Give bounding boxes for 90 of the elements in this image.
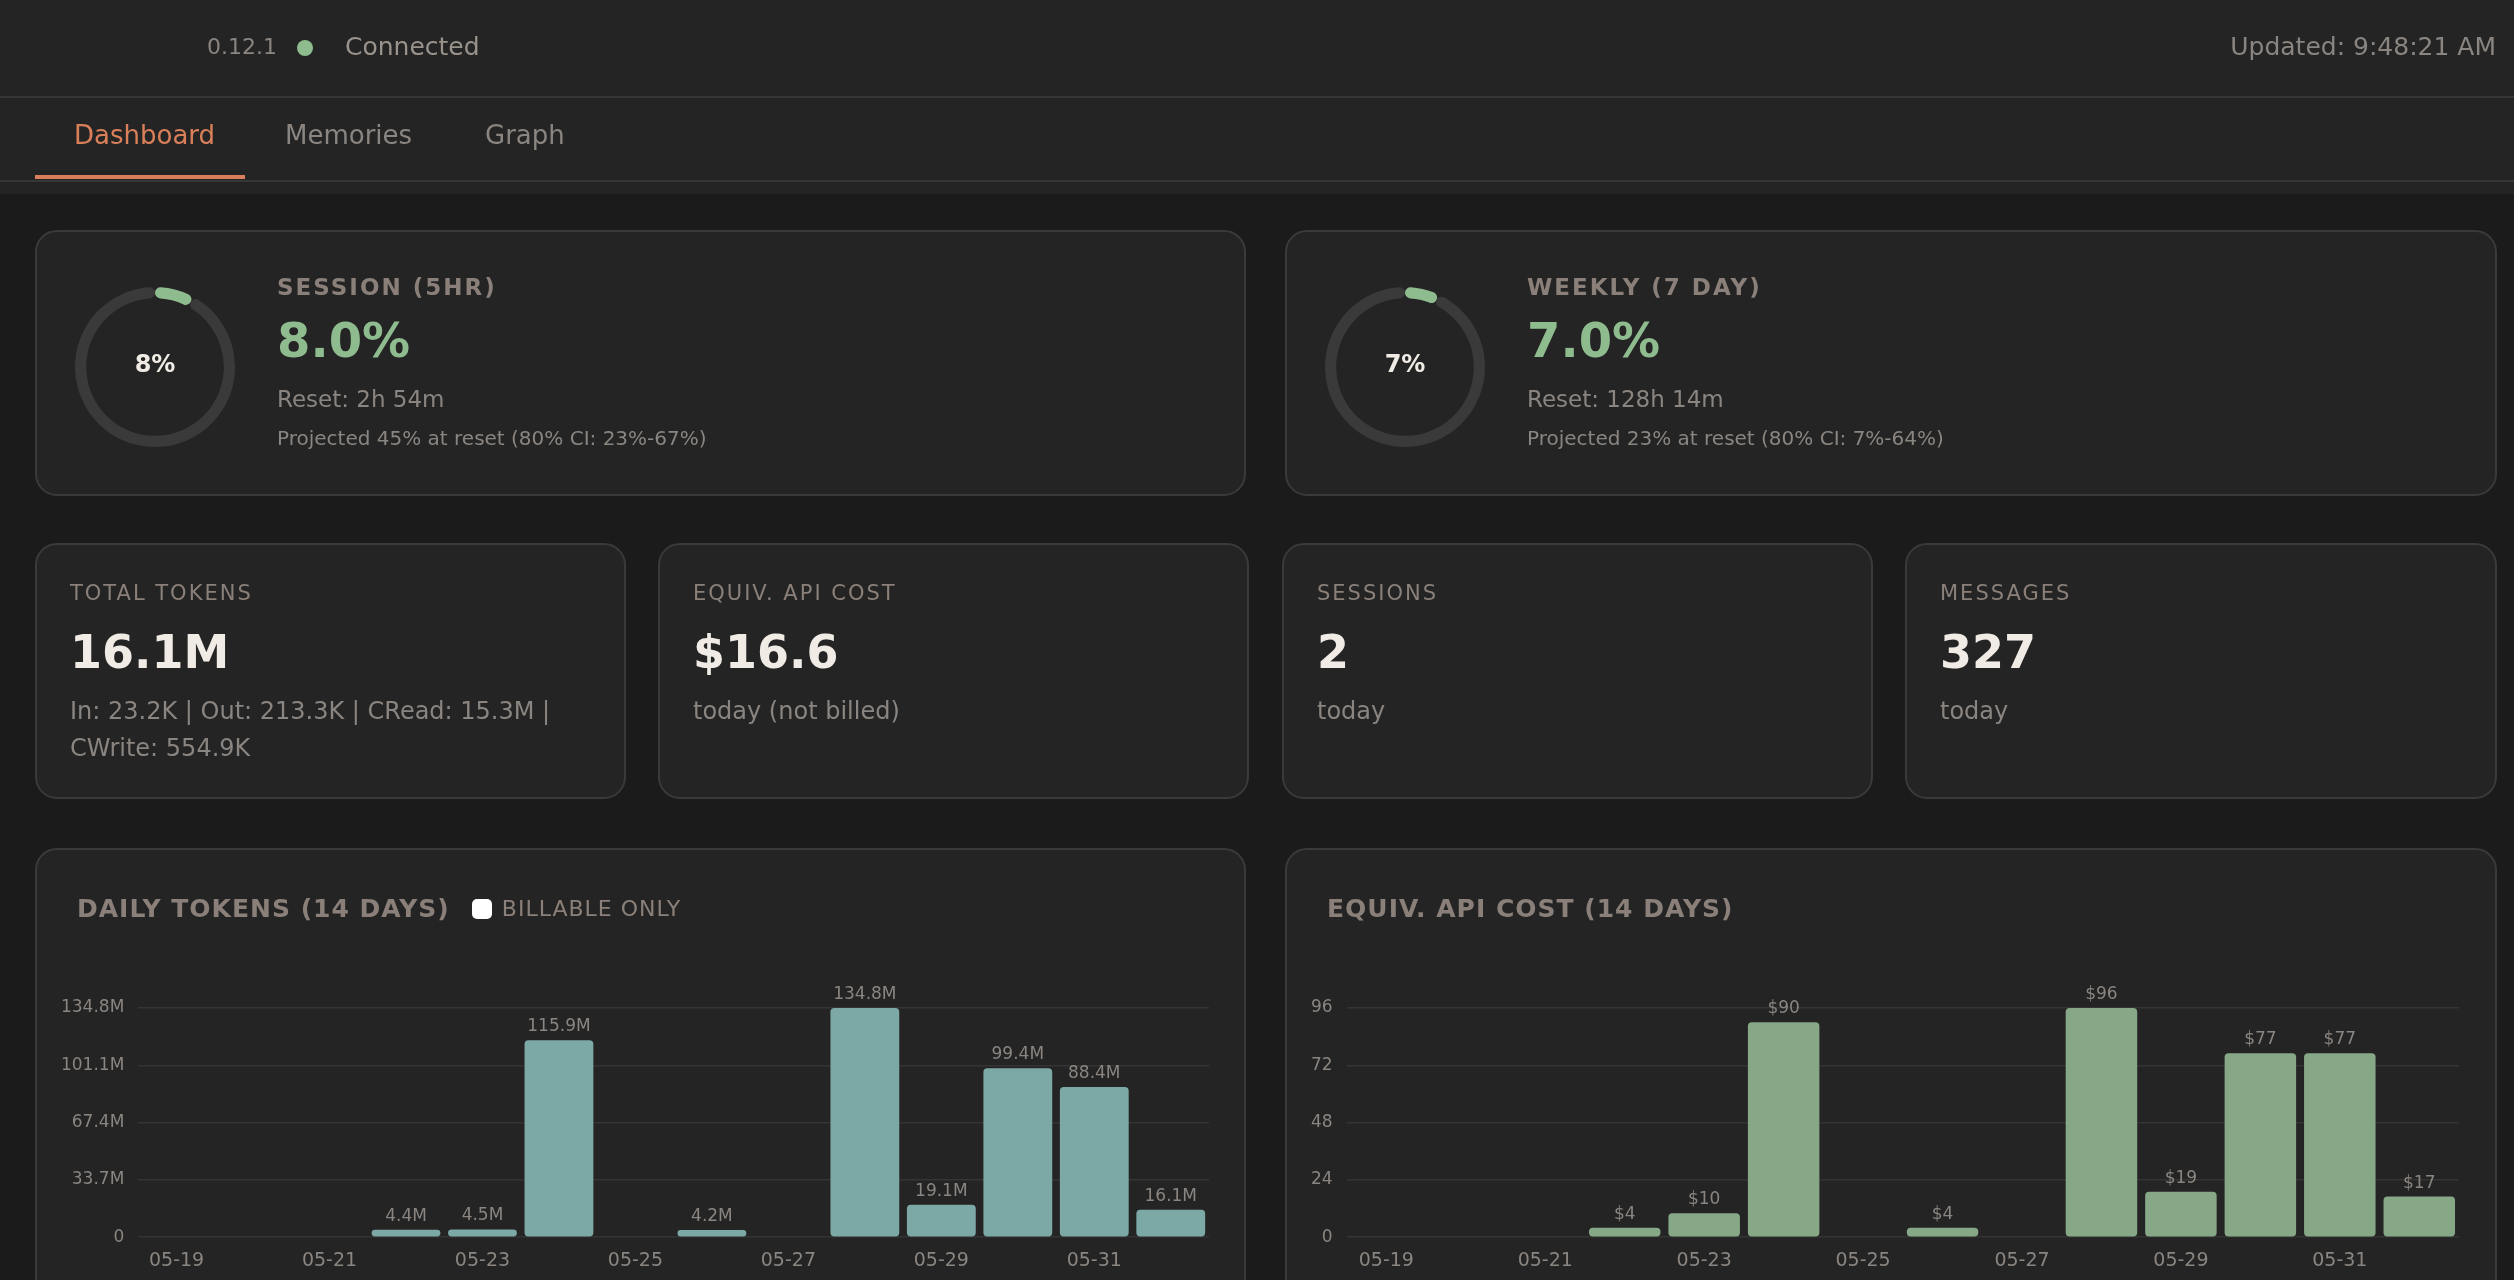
data-label: 115.9M [527, 1015, 591, 1036]
text: 16.1M [70, 625, 230, 679]
bar [2304, 1053, 2376, 1237]
text: Reset: 128h 14m [1527, 386, 1724, 412]
text: 8.0% [277, 312, 411, 368]
x-tick-label: 05-29 [913, 1247, 969, 1270]
chart-title: DAILY TOKENS (14 DAYS) [77, 894, 450, 923]
y-tick-label: 67.4M [71, 1111, 125, 1132]
data-label: $90 [1767, 997, 1800, 1018]
data-label: 88.4M [1068, 1061, 1121, 1082]
text: 0.12.1 [207, 34, 277, 59]
text: SESSIONS [1317, 581, 1439, 605]
text: 8% [133, 350, 177, 378]
text: EQUIV. API COST [693, 581, 897, 605]
y-tick-label: 24 [1310, 1168, 1333, 1189]
bar [524, 1040, 594, 1237]
text: Updated: 9:48:21 AM [2230, 32, 2496, 61]
text: Projected 45% at reset (80% CI: 23%-67%) [277, 426, 707, 450]
bar [2145, 1191, 2217, 1237]
x-tick-label: 05-27 [1994, 1247, 2050, 1270]
text: today [1317, 697, 1386, 725]
data-label: 4.4M [385, 1204, 427, 1225]
data-label: 4.2M [691, 1204, 733, 1225]
y-tick-label: 96 [1310, 996, 1333, 1017]
bar [983, 1068, 1053, 1237]
x-tick-label: 05-19 [1358, 1247, 1414, 1270]
x-tick-label: 05-23 [454, 1247, 511, 1270]
bar [1136, 1209, 1206, 1237]
text: CWrite: 554.9K [70, 734, 251, 762]
y-tick-label: 48 [1310, 1111, 1333, 1132]
text: In: 23.2K | Out: 213.3K | CRead: 15.3M | [70, 697, 551, 725]
text: Memories [285, 120, 413, 150]
text: $16.6 [693, 625, 839, 679]
x-tick-label: 05-19 [148, 1247, 205, 1270]
bar [1668, 1213, 1740, 1237]
data-label: 4.5M [461, 1204, 504, 1225]
text: Reset: 2h 54m [277, 386, 445, 412]
x-tick-label: 05-29 [2153, 1247, 2209, 1270]
bar [1588, 1227, 1661, 1237]
x-tick-label: 05-31 [2312, 1247, 2368, 1270]
x-tick-label: 05-31 [1066, 1247, 1122, 1270]
text: 7% [1383, 350, 1427, 378]
bar [677, 1230, 747, 1237]
data-label: $4 [1613, 1202, 1636, 1223]
data-label: $96 [2085, 982, 2118, 1003]
bar [830, 1008, 900, 1237]
x-tick-label: 05-21 [301, 1247, 358, 1270]
text: TOTAL TOKENS [70, 581, 253, 605]
data-label: $19 [2164, 1166, 2198, 1187]
data-label: 134.8M [833, 982, 897, 1003]
data-label: 99.4M [991, 1043, 1045, 1064]
text: SESSION (5HR) [277, 274, 497, 300]
data-label: $77 [2244, 1028, 2277, 1049]
text: 2 [1317, 625, 1350, 679]
x-tick-label: 05-25 [1835, 1247, 1891, 1270]
text: MESSAGES [1940, 581, 2072, 605]
text: Dashboard [74, 120, 216, 150]
x-tick-label: 05-27 [760, 1247, 816, 1270]
text: 7.0% [1527, 312, 1661, 368]
bar [906, 1204, 976, 1237]
text: WEEKLY (7 DAY) [1527, 274, 1762, 300]
y-tick-label: 101.1M [60, 1053, 125, 1074]
y-tick-label: 0 [113, 1225, 125, 1246]
text: Projected 23% at reset (80% CI: 7%-64%) [1527, 426, 1944, 450]
x-tick-label: 05-25 [607, 1247, 664, 1270]
chart-title: EQUIV. API COST (14 DAYS) [1327, 894, 1734, 923]
data-label: $10 [1687, 1188, 1721, 1209]
text: Connected [345, 32, 480, 61]
text: Graph [485, 120, 565, 150]
y-tick-label: 0 [1321, 1225, 1333, 1246]
y-tick-label: 72 [1310, 1053, 1333, 1074]
y-tick-label: 134.8M [60, 996, 125, 1017]
text: today [1940, 697, 2009, 725]
bar [1906, 1227, 1979, 1237]
bar [1747, 1022, 1820, 1237]
data-label: 19.1M [915, 1179, 968, 1200]
data-label: $4 [1931, 1202, 1954, 1223]
bar [2383, 1196, 2456, 1237]
data-label: $77 [2323, 1028, 2357, 1049]
x-tick-label: 05-23 [1676, 1247, 1732, 1270]
y-tick-label: 33.7M [71, 1168, 125, 1189]
x-tick-label: 05-21 [1517, 1247, 1573, 1270]
bar [2065, 1008, 2138, 1237]
text: today (not billed) [693, 697, 900, 725]
text: 327 [1940, 625, 2037, 679]
bar [1059, 1086, 1129, 1237]
bar [2224, 1053, 2297, 1237]
text: BILLABLE ONLY [501, 896, 682, 921]
data-label: 16.1M [1144, 1184, 1198, 1205]
data-label: $17 [2403, 1171, 2436, 1192]
